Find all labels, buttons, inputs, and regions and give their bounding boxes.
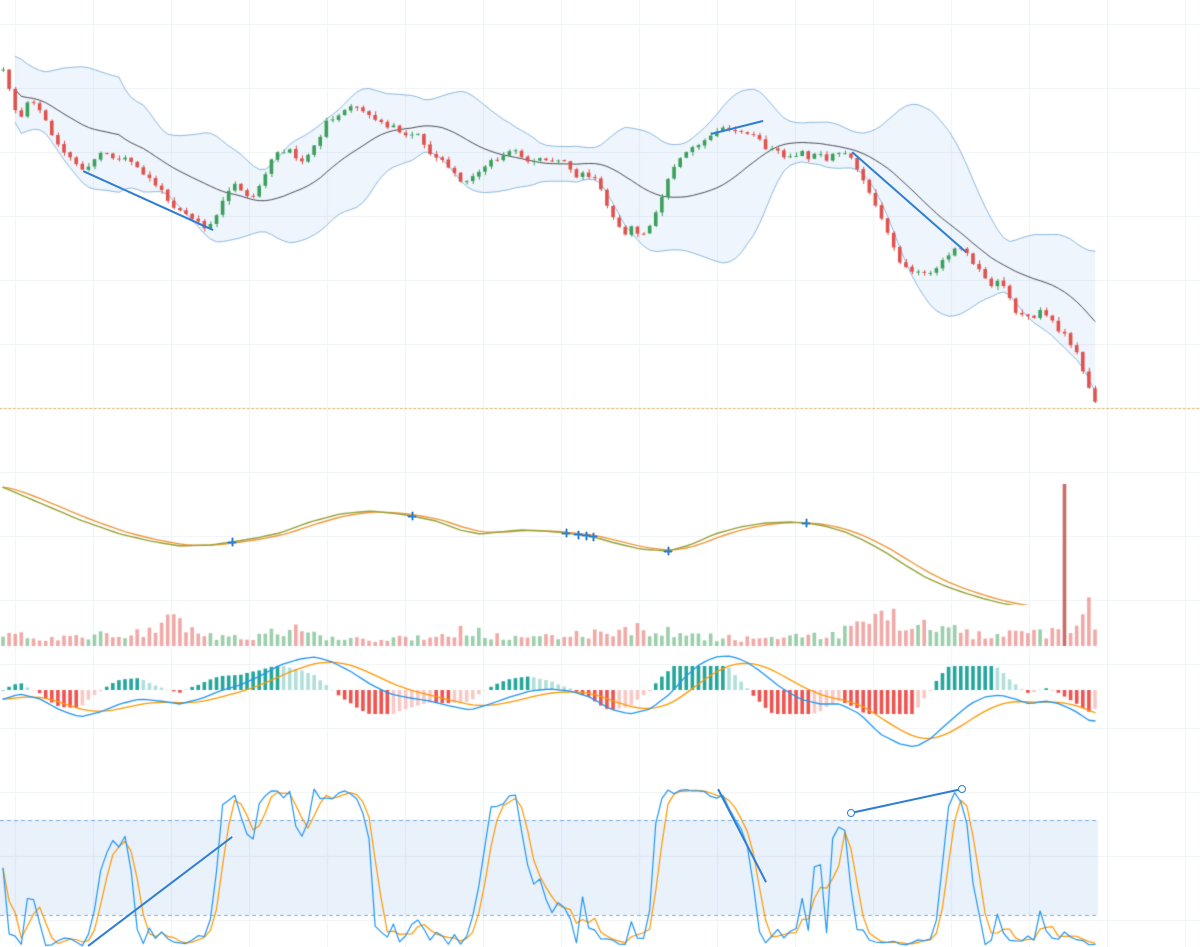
ma-cross-marker-2[interactable] <box>407 511 417 521</box>
trendline-price-1[interactable] <box>82 170 214 231</box>
trendline-price-2[interactable] <box>710 120 764 135</box>
trendline-stoch-5[interactable] <box>717 788 767 883</box>
ma-cross-marker-6[interactable] <box>588 532 598 542</box>
trendline-endpoint-circle-2[interactable] <box>958 785 966 793</box>
ma-cross-marker-8[interactable] <box>801 518 811 528</box>
ma-cross-marker-4[interactable] <box>573 530 583 540</box>
ma-cross-marker-1[interactable] <box>227 537 237 547</box>
trendline-price-3[interactable] <box>851 151 967 253</box>
ma-cross-marker-5[interactable] <box>581 531 591 541</box>
trendline-stoch-4[interactable] <box>87 836 233 947</box>
trendline-endpoint-circle-1[interactable] <box>847 809 855 817</box>
trendline-stoch-6[interactable] <box>850 788 963 814</box>
ma-cross-marker-7[interactable] <box>663 546 673 556</box>
ma-cross-marker-3[interactable] <box>561 528 571 538</box>
